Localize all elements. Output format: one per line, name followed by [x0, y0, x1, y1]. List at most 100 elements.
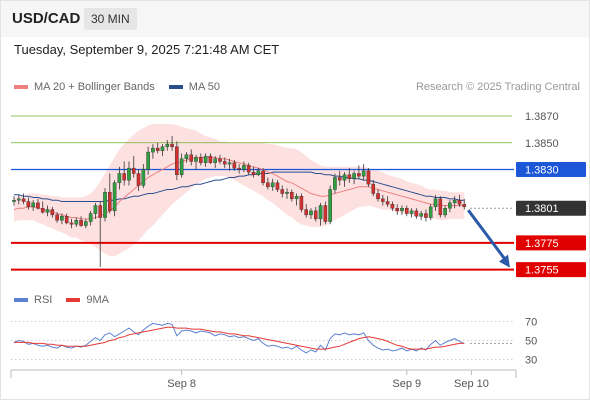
candle-body: [122, 173, 126, 181]
candle-body: [462, 203, 467, 208]
symbol-title: USD/CAD: [12, 10, 81, 27]
candle-body: [12, 199, 16, 202]
candle-body: [342, 174, 347, 181]
candle: [84, 218, 88, 229]
candle-body: [16, 198, 21, 201]
candle: [381, 194, 385, 206]
candle-body: [199, 157, 203, 163]
price-tag-label: 1.3801: [525, 203, 559, 215]
candle-body: [146, 151, 150, 170]
price-tag-label: 1.3755: [525, 265, 559, 277]
candle: [98, 201, 103, 267]
candle-body: [285, 191, 289, 194]
candle-body: [390, 203, 395, 209]
candle: [424, 209, 428, 222]
candle: [419, 210, 423, 221]
candle: [74, 217, 79, 227]
candle: [64, 213, 69, 225]
candle: [452, 196, 457, 209]
candle: [36, 198, 40, 210]
candle: [112, 180, 117, 217]
candle: [165, 140, 170, 151]
candle: [361, 164, 366, 181]
candle-body: [107, 191, 112, 212]
candle-body: [232, 162, 237, 169]
candle-body: [127, 167, 131, 181]
candle-body: [261, 170, 265, 184]
candle-body: [170, 143, 174, 147]
candle-body: [347, 174, 352, 180]
price-tag-box: [516, 262, 586, 278]
candle: [179, 153, 184, 178]
price-tag-label: 1.3850: [525, 138, 559, 150]
candle: [448, 200, 452, 213]
candle-body: [438, 198, 443, 216]
rsi-ma-line: [14, 326, 465, 350]
candle-body: [266, 182, 270, 188]
rsi-tick-label: 50: [525, 336, 537, 348]
candle: [146, 146, 150, 175]
price-panel: 1.3870 1.3850 1.3830 1.3801 1.3775 1.3755: [11, 111, 586, 278]
candle-body: [112, 182, 117, 212]
candle: [194, 154, 198, 170]
candle-body: [93, 205, 98, 214]
candle: [175, 141, 179, 181]
candle: [237, 164, 241, 174]
candle-body: [117, 173, 122, 184]
candle-body: [361, 170, 366, 177]
candle: [227, 158, 232, 171]
candle-body: [290, 191, 294, 200]
candle-body: [151, 147, 155, 153]
candle: [366, 168, 371, 187]
candle: [376, 189, 380, 202]
candle-body: [227, 162, 232, 165]
ma20-swatch: [14, 85, 28, 89]
candle: [323, 201, 328, 225]
rsi-legend: RSI 9MA: [14, 294, 109, 306]
candle-body: [443, 207, 447, 216]
candle: [55, 212, 59, 223]
candle: [203, 153, 208, 167]
candle-body: [213, 158, 217, 163]
candle-body: [304, 209, 308, 216]
candle-body: [179, 158, 184, 176]
candle: [79, 216, 83, 227]
candle-body: [433, 198, 438, 208]
ma50-legend-label: MA 50: [188, 81, 220, 93]
rsi-tick-label: 30: [525, 355, 537, 367]
bollinger-band: [14, 124, 465, 257]
candle-body: [175, 146, 179, 176]
candle: [117, 166, 122, 190]
candle-body: [218, 158, 222, 162]
candle: [222, 157, 227, 169]
candle-body: [184, 154, 189, 159]
candle-body: [294, 195, 299, 200]
candle-body: [428, 206, 433, 218]
candle: [60, 213, 64, 225]
candle: [184, 152, 189, 163]
timeframe-badge[interactable]: 30 MIN: [84, 8, 137, 30]
candle: [12, 196, 16, 206]
candle: [342, 172, 347, 187]
candle-body: [84, 221, 88, 226]
candle-body: [385, 201, 390, 205]
candle-body: [189, 154, 194, 162]
candle: [404, 205, 409, 217]
candle: [136, 169, 141, 191]
candle: [266, 177, 270, 190]
candle: [21, 193, 26, 205]
candle-body: [141, 169, 146, 186]
candle-body: [424, 213, 428, 218]
candle: [333, 173, 337, 194]
candle: [313, 206, 318, 222]
candle-body: [256, 170, 261, 176]
candle-body: [31, 202, 35, 208]
ma50-swatch: [168, 85, 183, 89]
candle: [88, 210, 93, 226]
candle: [280, 185, 285, 198]
candle: [443, 205, 447, 218]
price-tag-label: 1.3830: [525, 164, 559, 176]
candle-body: [337, 177, 342, 181]
time-tick-label: Sep 10: [454, 378, 489, 390]
